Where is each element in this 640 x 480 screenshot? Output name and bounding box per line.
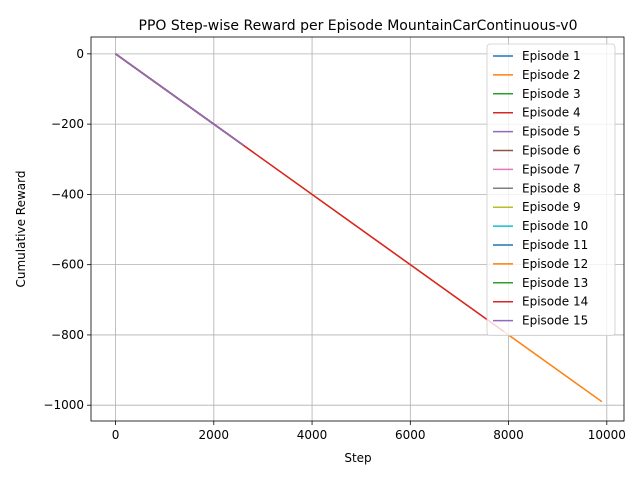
- legend-label: Episode 13: [522, 276, 588, 290]
- legend-label: Episode 8: [522, 181, 581, 195]
- x-tick-label: 4000: [297, 428, 328, 442]
- legend-label: Episode 1: [522, 49, 581, 63]
- y-tick-label: −800: [51, 328, 84, 342]
- x-axis-ticks: 0 2000 4000 6000 8000 10000: [112, 421, 626, 442]
- x-tick-label: 0: [112, 428, 120, 442]
- series-line-episode-15: [115, 53, 244, 146]
- plot-area-frame: [90, 36, 625, 422]
- x-tick-label: 8000: [493, 428, 524, 442]
- legend-label: Episode 10: [522, 219, 588, 233]
- legend-label: Episode 2: [522, 68, 581, 82]
- y-axis-label: Cumulative Reward: [14, 171, 28, 288]
- legend-label: Episode 14: [522, 295, 588, 309]
- legend-label: Episode 3: [522, 87, 581, 101]
- x-tick-label: 6000: [395, 428, 426, 442]
- y-tick-label: −400: [51, 187, 84, 201]
- legend-label: Episode 11: [522, 238, 588, 252]
- y-tick-label: −1000: [43, 398, 84, 412]
- legend-label: Episode 9: [522, 200, 581, 214]
- x-tick-label: 2000: [199, 428, 230, 442]
- legend-label: Episode 7: [522, 162, 581, 176]
- y-tick-label: −200: [51, 117, 84, 131]
- x-tick-label: 10000: [588, 428, 626, 442]
- x-axis-label: Step: [344, 451, 371, 465]
- legend-label: Episode 4: [522, 106, 581, 120]
- legend-label: Episode 6: [522, 144, 581, 158]
- legend: Episode 1 Episode 2 Episode 3 Episode 4 Epis…: [486, 43, 616, 336]
- legend-label: Episode 12: [522, 257, 588, 271]
- y-tick-label: −600: [51, 258, 84, 272]
- y-tick-label: 0: [76, 47, 84, 61]
- series-lines: [115, 53, 603, 403]
- legend-label: Episode 5: [522, 125, 581, 139]
- chart-title: PPO Step-wise Reward per Episode Mountai…: [139, 18, 578, 34]
- legend-box: [486, 43, 616, 336]
- legend-label: Episode 15: [522, 314, 588, 328]
- y-axis-ticks: 0 −200 −400 −600 −800 −1000: [43, 47, 91, 412]
